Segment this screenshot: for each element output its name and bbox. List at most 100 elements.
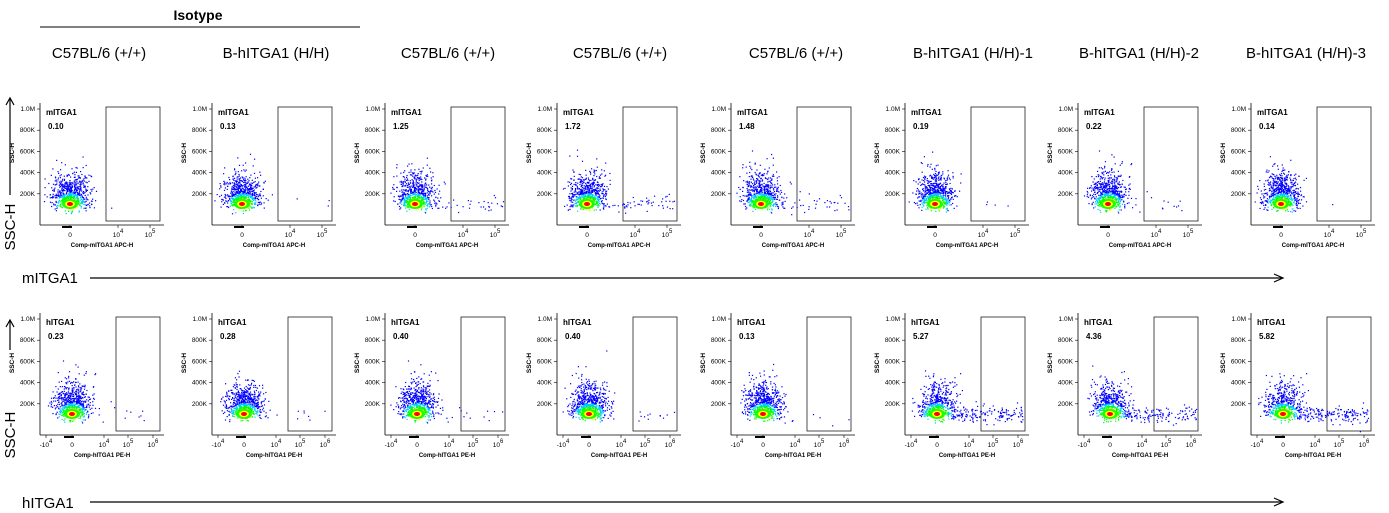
event-dot	[233, 199, 235, 201]
event-dot	[409, 180, 411, 182]
event-dot	[564, 205, 566, 207]
event-dot	[54, 204, 56, 206]
event-dot	[766, 199, 768, 201]
event-dot	[63, 185, 66, 187]
event-dot	[587, 187, 589, 189]
event-dot	[402, 183, 405, 185]
event-dot	[429, 206, 431, 208]
event-dot	[237, 189, 239, 191]
event-dot	[64, 183, 66, 185]
event-dot	[580, 181, 582, 183]
event-dot	[770, 195, 772, 197]
event-dot	[57, 177, 59, 179]
event-dot	[1100, 183, 1102, 185]
event-dot	[408, 194, 411, 196]
event-dot	[594, 197, 596, 199]
event-dot	[596, 181, 599, 183]
event-dot	[431, 183, 433, 185]
event-dot	[764, 195, 766, 197]
event-dot	[755, 199, 757, 201]
event-dot	[594, 199, 596, 201]
event-dot	[928, 185, 931, 187]
event-dot	[251, 187, 253, 189]
event-dot	[946, 207, 948, 209]
event-dot	[419, 189, 421, 191]
event-dot	[592, 181, 595, 183]
event-dot	[749, 181, 751, 183]
event-dot	[422, 193, 424, 195]
event-dot	[1106, 185, 1108, 187]
event-dot	[239, 178, 241, 180]
event-dot	[234, 189, 236, 191]
event-dot	[580, 207, 582, 209]
event-dot	[751, 189, 753, 191]
event-dot	[407, 195, 409, 197]
event-dot	[232, 201, 234, 203]
event-dot	[1091, 203, 1093, 205]
event-dot	[759, 184, 761, 186]
event-dot	[944, 202, 946, 204]
event-dot	[602, 195, 605, 197]
event-dot	[588, 195, 590, 197]
event-dot	[226, 206, 228, 208]
event-dot	[580, 180, 582, 182]
event-dot	[774, 194, 776, 196]
event-dot	[79, 181, 81, 183]
event-dot	[571, 206, 573, 208]
event-dot	[82, 196, 84, 199]
event-dot	[596, 202, 598, 204]
event-dot	[73, 171, 75, 173]
event-dot	[417, 190, 419, 192]
event-dot	[768, 180, 770, 183]
event-dot	[427, 193, 430, 195]
event-dot	[1109, 195, 1111, 197]
event-dot	[582, 198, 584, 201]
x-tick-label: 104	[1151, 229, 1162, 239]
event-dot	[742, 199, 745, 202]
event-dot	[597, 193, 600, 195]
event-dot	[602, 183, 604, 185]
event-dot	[598, 196, 600, 198]
event-dot	[584, 195, 586, 197]
event-dot	[769, 201, 771, 203]
event-dot	[757, 186, 759, 188]
event-dot	[775, 204, 777, 206]
event-dot	[758, 176, 761, 178]
event-dot	[579, 198, 581, 200]
isotype-group-label: Isotype	[173, 7, 222, 23]
event-dot	[747, 193, 750, 196]
event-dot	[244, 192, 246, 194]
event-dot	[571, 192, 573, 194]
event-dot	[669, 208, 671, 210]
y-tick-label: 1.0M	[193, 106, 207, 113]
event-dot	[1110, 195, 1112, 197]
event-dot	[1109, 171, 1111, 173]
event-dot	[926, 178, 928, 180]
event-dot	[239, 177, 242, 179]
event-dot	[591, 197, 593, 199]
event-dot	[253, 172, 256, 174]
event-dot	[433, 184, 435, 187]
event-dot	[250, 184, 252, 186]
event-dot	[781, 202, 783, 204]
event-dot	[1095, 183, 1097, 185]
event-dot	[929, 197, 932, 200]
event-dot	[589, 187, 591, 189]
event-dot	[71, 196, 73, 198]
y-tick-label: 800K	[1058, 127, 1074, 134]
event-dot	[934, 195, 936, 197]
event-dot	[770, 203, 772, 205]
event-dot	[754, 163, 756, 165]
event-dot	[56, 159, 58, 161]
event-dot	[792, 206, 794, 208]
event-dot	[753, 195, 755, 197]
event-dot	[67, 195, 69, 197]
gate-percentage: 1.48	[739, 122, 755, 131]
event-cloud	[390, 157, 505, 214]
event-dot	[409, 198, 411, 200]
event-dot	[673, 200, 676, 202]
event-dot	[251, 195, 253, 197]
event-dot	[71, 168, 73, 170]
event-dot	[587, 182, 589, 184]
event-dot	[399, 202, 401, 204]
